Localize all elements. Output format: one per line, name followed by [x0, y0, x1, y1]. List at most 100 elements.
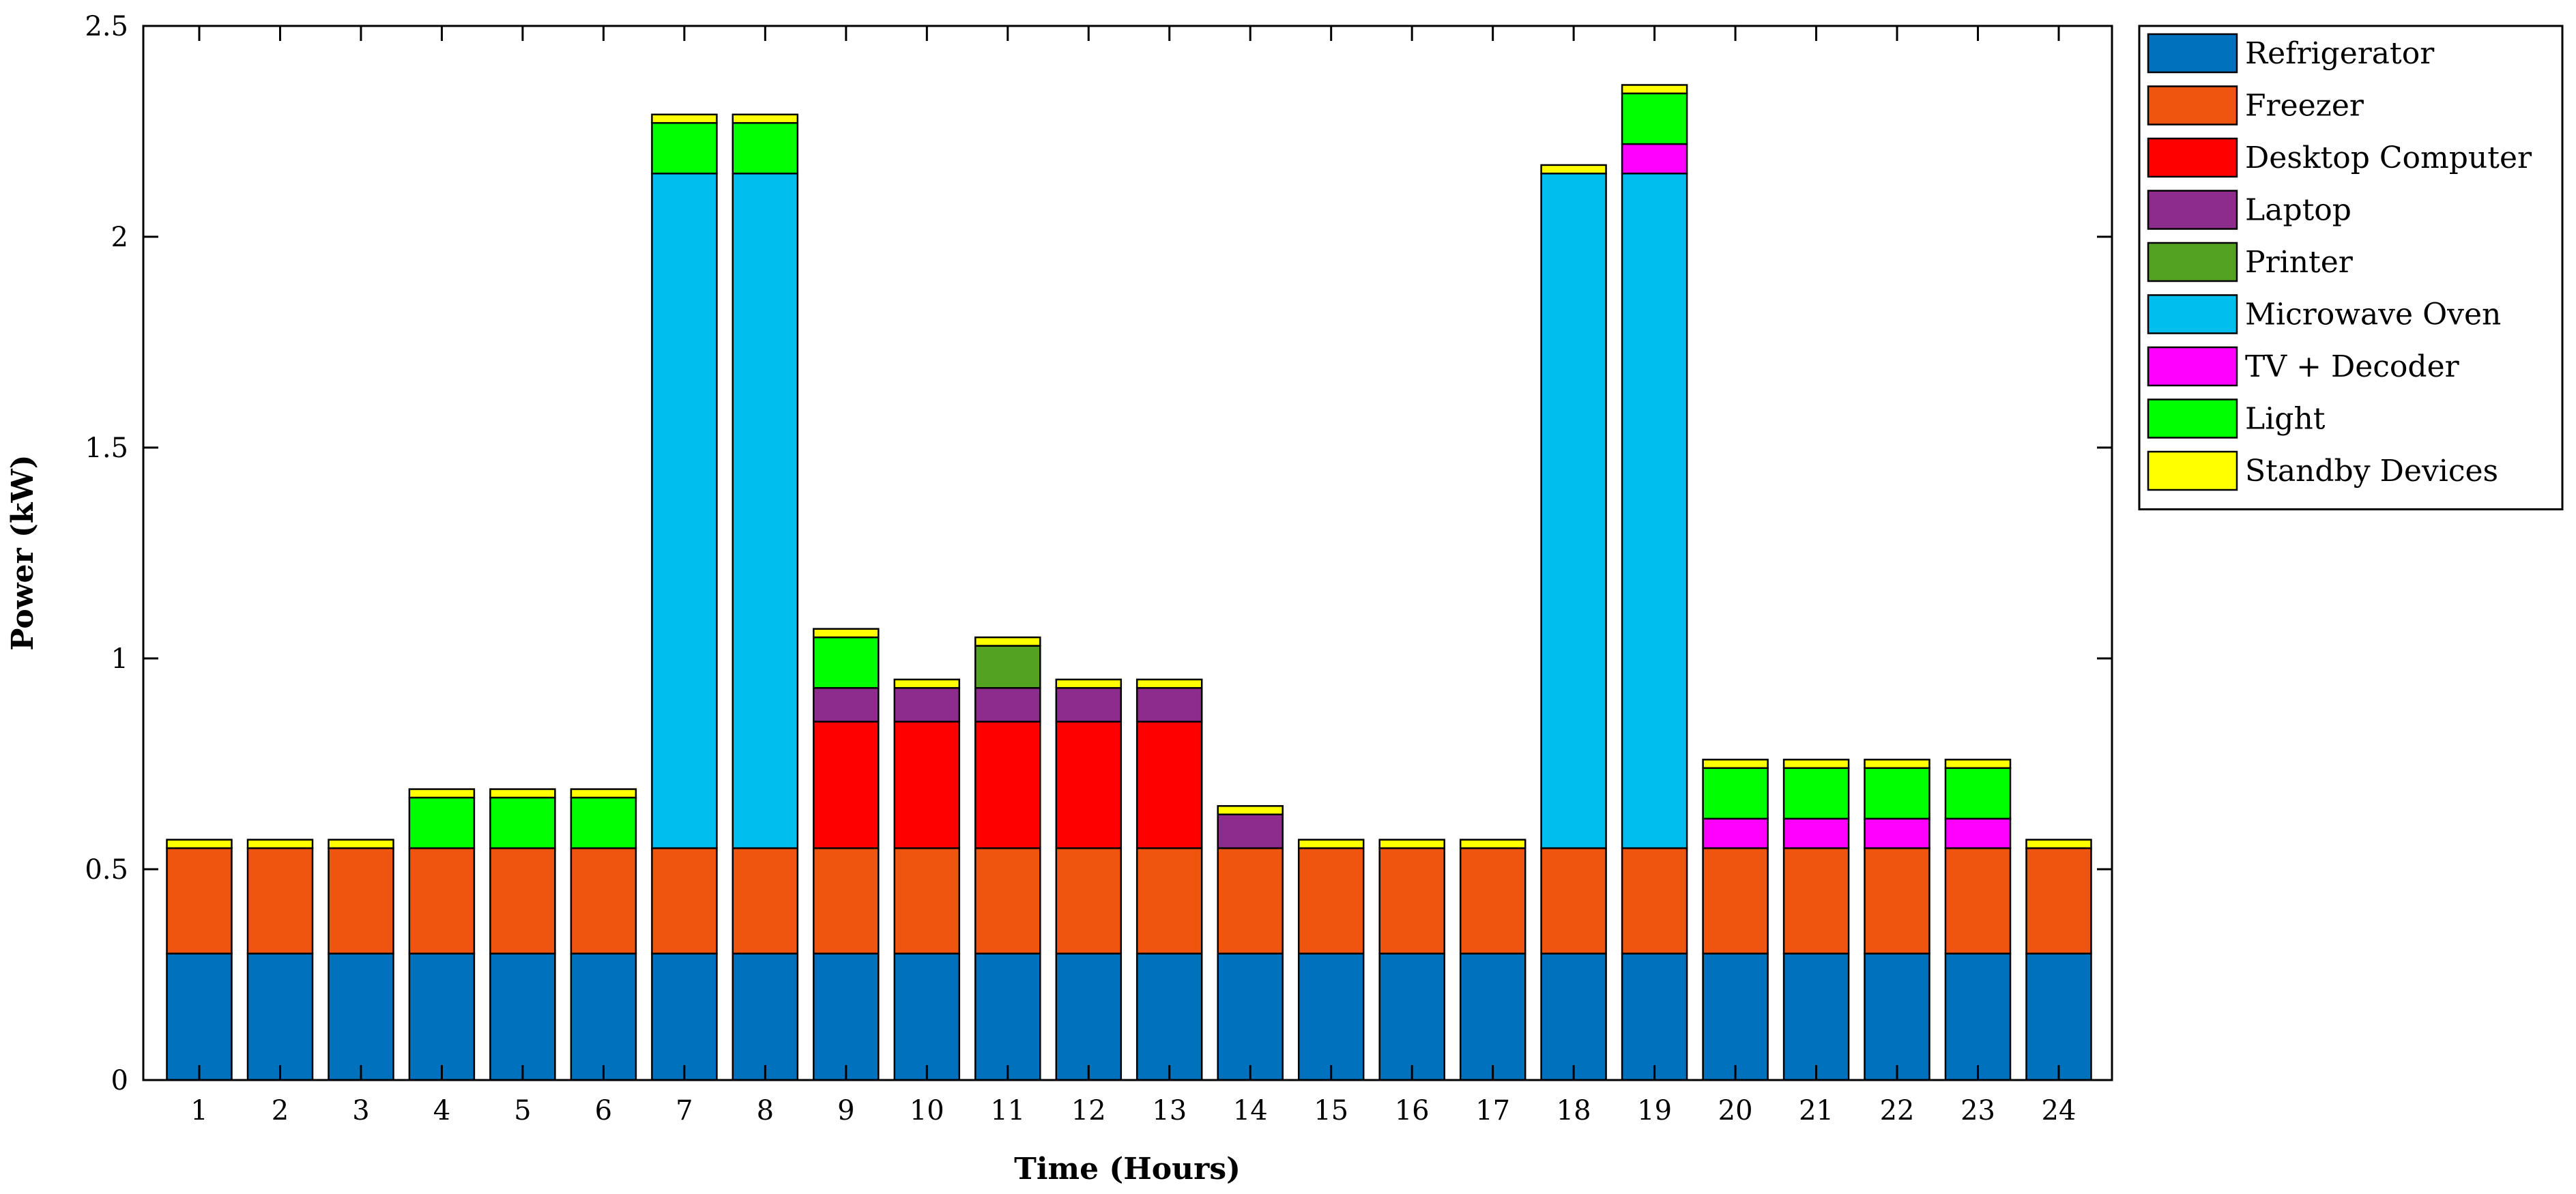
- x-tick-label: 16: [1395, 1095, 1430, 1126]
- y-tick-label: 2.5: [85, 11, 128, 42]
- bar-segment: [1864, 952, 1930, 1081]
- bar-segment: [1621, 952, 1688, 1081]
- bar-segment: [1864, 759, 1930, 769]
- bar-segment: [1135, 847, 1203, 955]
- bar-segment: [813, 847, 880, 955]
- bar-segment: [1702, 817, 1769, 849]
- bar-segment: [893, 952, 961, 1081]
- bar-segment: [166, 839, 233, 849]
- bar-segment: [246, 952, 314, 1081]
- bar-segment: [1540, 164, 1607, 175]
- bar-segment: [651, 847, 718, 955]
- bar-segment: [1864, 847, 1930, 955]
- legend-swatch: [2147, 85, 2238, 126]
- bar-segment: [974, 847, 1041, 955]
- bar-segment: [1944, 952, 2012, 1081]
- bar-segment: [489, 788, 556, 799]
- bar-segment: [328, 839, 394, 849]
- x-tick-label: 6: [595, 1095, 612, 1126]
- bar-segment: [813, 636, 880, 689]
- bar-segment: [1135, 952, 1203, 1081]
- bar-segment: [974, 720, 1041, 849]
- bar-segment: [893, 678, 961, 689]
- bar-segment: [1217, 813, 1284, 849]
- bar-segment: [1055, 720, 1123, 849]
- legend-swatch: [2147, 33, 2238, 74]
- bar-segment: [1702, 759, 1769, 769]
- bar-segment: [408, 796, 476, 849]
- bar-segment: [893, 687, 961, 723]
- bar-segment: [1055, 687, 1123, 723]
- bar-segment: [893, 847, 961, 955]
- bar-segment: [1540, 847, 1607, 955]
- bar-segment: [570, 952, 637, 1081]
- ticks-layer: 1 2 3 4 5 6 7 8 9 10 11 12 13 14 15 16 17 18 19 20 21 22 23 240…: [85, 11, 2112, 1126]
- bar-segment: [1782, 847, 1850, 955]
- bar-segment: [1459, 847, 1526, 955]
- bar-segment: [974, 687, 1041, 723]
- x-tick-label: 4: [433, 1095, 450, 1126]
- bar-segment: [1782, 767, 1850, 820]
- y-tick-label: 2: [111, 222, 128, 253]
- bar-segment: [1782, 817, 1850, 849]
- bar-segment: [1297, 839, 1365, 849]
- bar-segment: [166, 952, 233, 1081]
- legend-label: Standby Devices: [2245, 454, 2498, 489]
- bar-segment: [732, 847, 799, 955]
- x-tick-label: 3: [352, 1095, 369, 1126]
- x-tick-label: 20: [1718, 1095, 1753, 1126]
- bar-segment: [328, 847, 394, 955]
- bar-segment: [651, 113, 718, 124]
- bar-segment: [1702, 767, 1769, 820]
- x-tick-label: 22: [1880, 1095, 1915, 1126]
- bar-segment: [1702, 847, 1769, 955]
- x-tick-label: 5: [514, 1095, 531, 1126]
- x-tick-label: 8: [757, 1095, 774, 1126]
- bar-segment: [732, 113, 799, 124]
- x-tick-label: 1: [190, 1095, 207, 1126]
- bar-segment: [813, 687, 880, 723]
- bar-segment: [328, 952, 394, 1081]
- plot-area-frame: [142, 25, 2113, 1081]
- legend-swatch: [2147, 242, 2238, 282]
- x-tick-label: 18: [1557, 1095, 1591, 1126]
- bar-segment: [1135, 678, 1203, 689]
- x-tick-label: 19: [1637, 1095, 1672, 1126]
- legend-swatch: [2147, 450, 2238, 491]
- bar-segment: [732, 121, 799, 175]
- x-tick-label: 13: [1152, 1095, 1187, 1126]
- bar-segment: [974, 952, 1041, 1081]
- x-tick-label: 14: [1233, 1095, 1268, 1126]
- bar-segment: [1944, 759, 2012, 769]
- legend-swatch: [2147, 137, 2238, 178]
- bar-segment: [1702, 952, 1769, 1081]
- bar-segment: [1864, 817, 1930, 849]
- bar-segment: [1944, 847, 2012, 955]
- legend-swatch: [2147, 346, 2238, 387]
- x-tick-label: 10: [910, 1095, 944, 1126]
- bar-segment: [1621, 84, 1688, 95]
- bar-segment: [893, 720, 961, 849]
- legend-swatch: [2147, 294, 2238, 334]
- legend-label: Light: [2245, 402, 2326, 437]
- bar-segment: [408, 952, 476, 1081]
- y-tick-label: 1: [111, 643, 128, 675]
- bar-segment: [1135, 720, 1203, 849]
- bar-segment: [1944, 767, 2012, 820]
- bar-segment: [570, 847, 637, 955]
- bar-segment: [489, 952, 556, 1081]
- x-tick-label: 7: [676, 1095, 693, 1126]
- x-tick-label: 17: [1475, 1095, 1510, 1126]
- bar-segment: [1297, 847, 1365, 955]
- bar-segment: [1459, 839, 1526, 849]
- bar-segment: [1540, 173, 1607, 849]
- bar-segment: [246, 839, 314, 849]
- bar-segment: [651, 173, 718, 849]
- bar-segment: [1378, 952, 1445, 1081]
- x-tick-label: 15: [1314, 1095, 1348, 1126]
- bar-segment: [166, 847, 233, 955]
- bar-segment: [974, 645, 1041, 689]
- bar-segment: [813, 628, 880, 639]
- bar-segment: [1055, 952, 1123, 1081]
